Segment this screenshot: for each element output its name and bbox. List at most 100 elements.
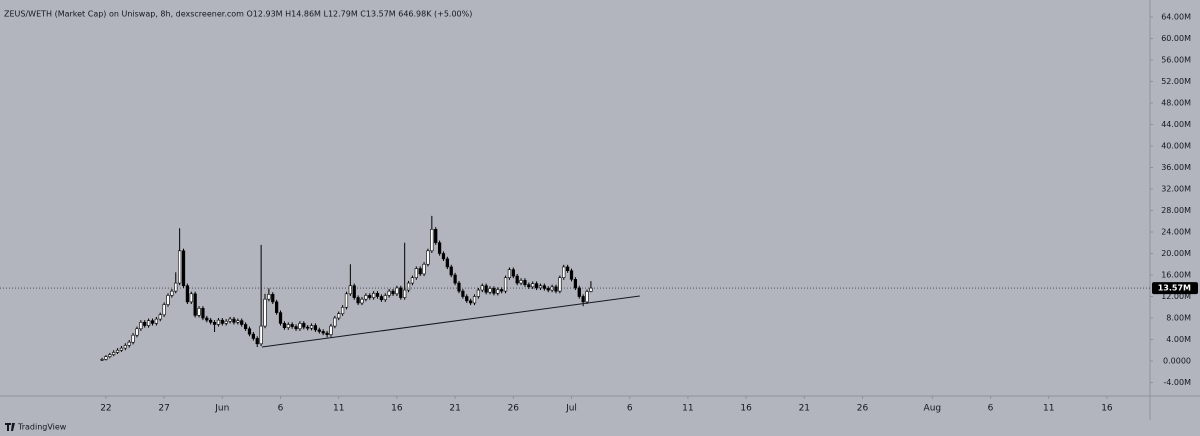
last-price-box — [1152, 282, 1198, 295]
candle-body — [383, 295, 387, 301]
candle-body — [189, 293, 193, 303]
candle-body — [135, 328, 139, 336]
candle-body — [585, 291, 589, 303]
candle-body — [212, 322, 217, 325]
candle-body — [387, 290, 391, 296]
candle-body — [422, 263, 426, 275]
candle-body — [337, 313, 341, 319]
candle-body — [527, 284, 531, 288]
candle-body — [375, 292, 380, 297]
candle-body — [531, 283, 535, 288]
candle-body — [542, 285, 546, 289]
candle-body — [317, 329, 321, 332]
candle-body — [306, 326, 310, 329]
candle-body — [193, 293, 197, 316]
y-tick-label: 64.00M — [1161, 12, 1191, 21]
candle-body — [573, 279, 578, 289]
y-tick-label: 48.00M — [1161, 98, 1191, 107]
y-tick-label: 56.00M — [1161, 55, 1191, 64]
x-tick-label: 16 — [391, 404, 403, 414]
candle-body — [581, 296, 585, 303]
x-tick-label: 21 — [799, 404, 810, 414]
candle-body — [534, 283, 539, 289]
candle-body — [399, 287, 403, 298]
candle-body — [298, 323, 302, 330]
x-tick-label: Jun — [214, 404, 229, 414]
candle-body — [434, 229, 438, 244]
candle-body — [488, 288, 492, 293]
y-tick-label: -4.00M — [1163, 378, 1191, 387]
candle-body — [309, 325, 314, 329]
candle-body — [558, 277, 562, 292]
candle-body — [523, 280, 527, 285]
candle-body — [562, 266, 566, 278]
x-tick-label: 22 — [100, 404, 111, 414]
candle-body — [112, 352, 116, 355]
candle-body — [123, 345, 127, 349]
last-price-label: 13.57M — [1158, 284, 1191, 293]
candle-body — [554, 286, 558, 292]
candle-body — [150, 320, 155, 324]
candle-body — [205, 317, 209, 321]
x-tick-label: 26 — [508, 404, 520, 414]
y-tick-label: 24.00M — [1161, 227, 1191, 236]
candle-body — [566, 266, 570, 272]
y-tick-label: 52.00M — [1161, 77, 1191, 86]
candle-body — [403, 289, 407, 298]
candle-body — [228, 318, 232, 322]
y-tick-label: 60.00M — [1161, 34, 1191, 43]
candle-body — [437, 242, 442, 254]
x-tick-label: 6 — [627, 404, 633, 414]
candle-body — [115, 349, 120, 353]
y-tick-label: 16.00M — [1161, 271, 1191, 280]
candle-body — [247, 328, 252, 335]
candle-body — [352, 285, 356, 298]
y-tick-label: 44.00M — [1161, 120, 1191, 129]
y-tick-label: 8.00M — [1166, 314, 1191, 323]
candle-body — [348, 285, 352, 295]
chart-title: ZEUS/WETH (Market Cap) on Uniswap, 8h, d… — [4, 10, 472, 19]
candle-body — [418, 268, 422, 275]
candle-body — [271, 294, 275, 303]
candle-body — [550, 286, 554, 291]
x-tick-label: 21 — [449, 404, 460, 414]
x-tick-label: 11 — [682, 404, 693, 414]
candle-body — [278, 312, 283, 324]
y-tick-label: 40.00M — [1161, 141, 1191, 150]
candle-body — [313, 325, 318, 331]
x-tick-label: 27 — [158, 404, 169, 414]
x-tick-label: 26 — [857, 404, 869, 414]
candle-body — [445, 258, 449, 268]
candle-body — [372, 292, 376, 298]
candle-body — [333, 317, 337, 327]
candle-body — [589, 287, 593, 292]
candle-body — [143, 322, 147, 326]
candle-body — [391, 290, 395, 295]
candle-body — [174, 282, 178, 292]
candle-body — [224, 320, 228, 324]
candle-body — [546, 288, 550, 291]
candle-body — [340, 306, 345, 315]
candle-body — [472, 296, 477, 304]
candle-body — [577, 287, 581, 297]
candle-body — [476, 289, 481, 297]
candle-body — [503, 277, 508, 292]
candle-body — [259, 325, 263, 345]
candle-body — [131, 334, 135, 343]
y-tick-label: 12.00M — [1161, 292, 1191, 301]
candle-body — [275, 301, 279, 313]
candle-body — [329, 325, 333, 335]
candle-body — [290, 324, 294, 327]
candle-body — [104, 356, 108, 360]
candle-body — [100, 359, 104, 361]
candle-body — [236, 320, 240, 323]
candle-body — [197, 308, 201, 316]
candle-body — [286, 324, 290, 328]
candle-body — [162, 304, 166, 316]
candle-body — [325, 332, 329, 335]
x-tick-label: Aug — [924, 404, 942, 414]
candle-body — [492, 288, 496, 294]
candle-body — [119, 347, 124, 351]
candle-body — [263, 298, 267, 327]
